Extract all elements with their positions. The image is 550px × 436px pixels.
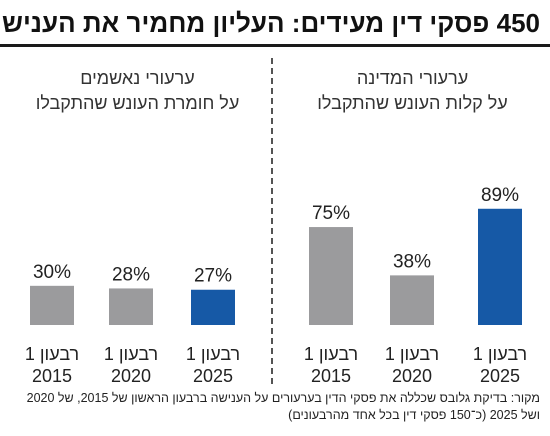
defendants-value-label-2025: 27% <box>194 266 232 287</box>
source-line1: מקור: בדיקת גלובס שכללה את פסקי הדין בער… <box>26 391 540 405</box>
defendants-category-year-2025: 2025 <box>193 366 233 386</box>
defendants-bar-2025 <box>191 289 235 325</box>
source-line2: ושל 2025 (כ־150 פסקי דין בכל אחד מהרבעונ… <box>288 408 540 422</box>
defendants-category-year-2015: 2015 <box>32 366 72 386</box>
state-value-label-2020: 38% <box>393 251 431 272</box>
defendants-category-quarter-2025: רבעון 1 <box>186 344 240 364</box>
state-bar-2020 <box>390 275 434 325</box>
defendants-value-label-2020: 28% <box>112 264 150 285</box>
defendants-category-quarter-2020: רבעון 1 <box>104 344 158 364</box>
panel-left-subtitle-line2: על חומרת העונש שהתקבלו <box>35 93 240 113</box>
state-category-quarter-2015: רבעון 1 <box>304 344 358 364</box>
state-bar-2015 <box>309 227 353 325</box>
source-note: מקור: בדיקת גלובס שכללה את פסקי הדין בער… <box>10 390 540 424</box>
defendants-category-quarter-2015: רבעון 1 <box>25 344 79 364</box>
defendants-bar-2020 <box>109 288 153 325</box>
page-title: 450 פסקי דין מעידים: העליון מחמיר את הענ… <box>0 8 540 38</box>
state-category-year-2025: 2025 <box>480 366 520 386</box>
state-category-year-2020: 2020 <box>392 366 432 386</box>
defendants-bar-2015 <box>30 285 74 325</box>
state-bar-2025 <box>478 208 522 325</box>
state-category-quarter-2020: רבעון 1 <box>385 344 439 364</box>
state-category-year-2015: 2015 <box>311 366 351 386</box>
state-value-label-2015: 75% <box>312 203 350 224</box>
panel-divider <box>271 58 273 384</box>
panel-right-subtitle-line1: ערעורי המדינה <box>356 68 469 88</box>
state-value-label-2025: 89% <box>481 185 519 206</box>
panel-left-subtitle-line1: ערעורי נאשמים <box>80 68 195 88</box>
defendants-value-label-2015: 30% <box>33 262 71 283</box>
panel-left-subtitle: ערעורי נאשמים על חומרת העונש שהתקבלו <box>10 66 265 116</box>
state-category-quarter-2025: רבעון 1 <box>473 344 527 364</box>
panel-right-subtitle: ערעורי המדינה על קלות העונש שהתקבלו <box>285 66 540 116</box>
defendants-category-year-2020: 2020 <box>111 366 151 386</box>
title-rule <box>0 44 550 47</box>
panel-right-subtitle-line2: על קלות העונש שהתקבלו <box>317 93 508 113</box>
